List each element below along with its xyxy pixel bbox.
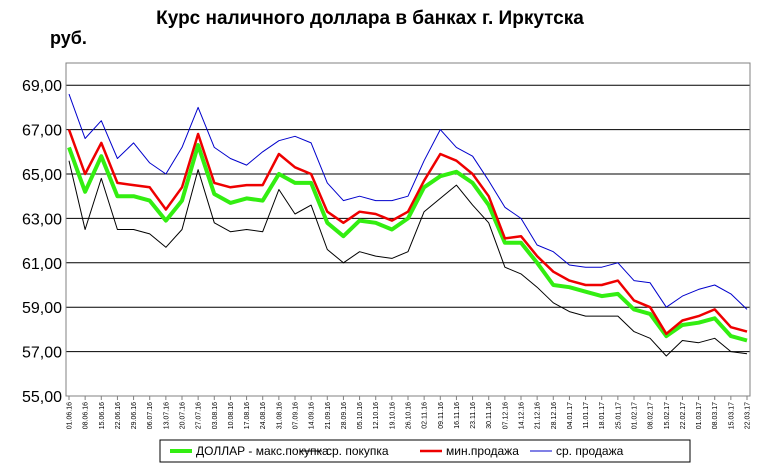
y-axis: 55,00 57,00 59,00 61,00 63,00 65,00 67,00 69,00 bbox=[22, 78, 62, 406]
x-tick-label: 23.11.16 bbox=[470, 402, 477, 429]
series-line-2 bbox=[67, 129, 748, 336]
x-tick-label: 05.10.16 bbox=[357, 402, 364, 429]
series-line-0 bbox=[67, 143, 748, 343]
legend-label: мин.продажа bbox=[446, 444, 519, 458]
x-tick-label: 08.02.17 bbox=[648, 402, 655, 429]
x-tick-label: 11.01.17 bbox=[583, 402, 590, 429]
x-tick-label: 09.11.16 bbox=[438, 402, 445, 429]
x-tick-label: 20.07.16 bbox=[180, 402, 187, 429]
x-tick-label: 21.12.16 bbox=[535, 402, 542, 429]
x-tick-label: 06.07.16 bbox=[147, 402, 154, 429]
x-tick-label: 24.08.16 bbox=[260, 402, 267, 429]
x-tick-label: 14.12.16 bbox=[519, 402, 526, 429]
x-tick-label: 08.03.17 bbox=[712, 402, 719, 429]
x-tick-label: 07.09.16 bbox=[293, 402, 300, 429]
y-tick-label: 65,00 bbox=[22, 167, 62, 184]
x-tick-label: 01.06.16 bbox=[67, 402, 74, 429]
x-tick-label: 15.03.17 bbox=[728, 402, 735, 429]
x-tick-label: 18.01.17 bbox=[599, 402, 606, 429]
x-tick-label: 13.07.16 bbox=[163, 402, 170, 429]
x-tick-label: 28.12.16 bbox=[551, 402, 558, 429]
y-tick-label: 63,00 bbox=[22, 211, 62, 228]
series-lines bbox=[67, 93, 748, 357]
x-tick-label: 08.06.16 bbox=[83, 402, 90, 429]
x-tick-label: 15.06.16 bbox=[99, 402, 106, 429]
x-axis: 01.06.16 08.06.16 15.06.16 22.06.16 29.06.16… bbox=[67, 396, 752, 429]
x-tick-label: 27.07.16 bbox=[196, 402, 203, 429]
series-line-1 bbox=[68, 160, 748, 357]
x-tick-label: 01.02.17 bbox=[632, 402, 639, 429]
grid-lines bbox=[66, 84, 750, 353]
legend-label: ср. продажа bbox=[556, 444, 624, 458]
x-tick-label: 17.08.16 bbox=[244, 402, 251, 429]
y-tick-label: 55,00 bbox=[22, 389, 62, 406]
x-tick-label: 19.10.16 bbox=[389, 402, 396, 429]
legend-label: ср. покупка bbox=[326, 444, 389, 458]
x-tick-label: 21.09.16 bbox=[325, 402, 332, 429]
x-tick-label: 22.02.17 bbox=[680, 402, 687, 429]
y-axis-unit: руб. bbox=[50, 28, 87, 48]
x-tick-label: 22.06.16 bbox=[115, 402, 122, 429]
x-tick-label: 15.02.17 bbox=[664, 402, 671, 429]
x-tick-label: 07.12.16 bbox=[502, 402, 509, 429]
x-tick-label: 03.08.16 bbox=[212, 402, 219, 429]
x-tick-label: 04.01.17 bbox=[567, 402, 574, 429]
chart-title: Курс наличного доллара в банках г. Иркут… bbox=[156, 8, 584, 29]
x-tick-label: 10.08.16 bbox=[228, 402, 235, 429]
x-tick-label: 14.09.16 bbox=[309, 402, 316, 429]
x-tick-label: 29.06.16 bbox=[131, 402, 138, 429]
y-tick-label: 61,00 bbox=[22, 256, 62, 273]
y-tick-label: 57,00 bbox=[22, 345, 62, 362]
y-tick-label: 67,00 bbox=[22, 123, 62, 140]
x-tick-label: 25.01.17 bbox=[615, 402, 622, 429]
plot-area bbox=[65, 62, 751, 397]
x-tick-label: 16.11.16 bbox=[454, 402, 461, 429]
y-tick-label: 59,00 bbox=[22, 300, 62, 317]
legend-label: ДОЛЛАР - макс.покупка bbox=[196, 444, 329, 458]
series-line-3 bbox=[68, 93, 748, 310]
x-tick-label: 31.08.16 bbox=[276, 402, 283, 429]
x-tick-label: 02.11.16 bbox=[422, 402, 429, 429]
x-tick-label: 01.03.17 bbox=[696, 402, 703, 429]
x-tick-label: 28.09.16 bbox=[341, 402, 348, 429]
x-tick-label: 12.10.16 bbox=[373, 402, 380, 429]
y-tick-label: 69,00 bbox=[22, 78, 62, 95]
x-tick-label: 26.10.16 bbox=[406, 402, 413, 429]
x-tick-label: 22.03.17 bbox=[745, 402, 752, 429]
x-tick-label: 30.11.16 bbox=[486, 402, 493, 429]
